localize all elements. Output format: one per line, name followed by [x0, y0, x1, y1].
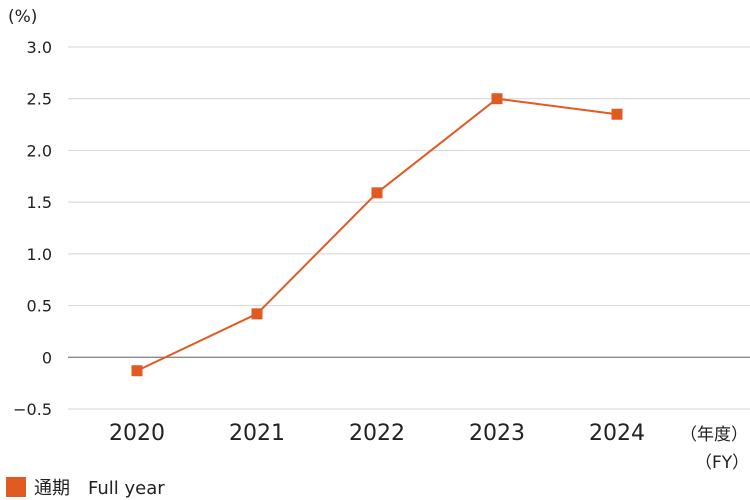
x-axis-ticks: 2020 2021 2022 2023 2024	[109, 421, 645, 446]
data-point-marker	[251, 308, 263, 320]
series-line	[136, 97, 618, 372]
data-series	[131, 93, 623, 377]
x-unit-label-en: （FY）	[695, 453, 749, 473]
gridlines	[68, 46, 750, 410]
y-tick-label: 2.0	[27, 141, 52, 160]
legend-swatch	[6, 477, 26, 497]
x-tick-label: 2022	[349, 421, 405, 446]
y-tick-label: 3.0	[27, 38, 52, 57]
y-tick-label: 0	[42, 348, 52, 367]
legend-label: 通期 Full year	[34, 478, 165, 499]
x-unit-label-jp: （年度）	[680, 425, 748, 445]
y-tick-label: −0.5	[13, 400, 52, 419]
y-tick-label: 2.5	[27, 90, 52, 109]
data-point-marker	[611, 108, 623, 120]
x-tick-label: 2023	[469, 421, 525, 446]
x-tick-label: 2024	[589, 421, 645, 446]
y-tick-label: 1.0	[27, 245, 52, 264]
y-axis-ticks: 3.0 2.5 2.0 1.5 1.0 0.5 0 −0.5	[13, 38, 52, 419]
x-tick-label: 2021	[229, 421, 285, 446]
legend: 通期 Full year	[6, 474, 165, 500]
data-point-marker	[371, 187, 383, 199]
data-point-marker	[131, 365, 143, 377]
y-tick-label: 0.5	[27, 297, 52, 316]
data-point-marker	[491, 93, 503, 105]
y-tick-label: 1.5	[27, 193, 52, 212]
x-tick-label: 2020	[109, 421, 165, 446]
y-unit-label: (%)	[8, 7, 37, 27]
